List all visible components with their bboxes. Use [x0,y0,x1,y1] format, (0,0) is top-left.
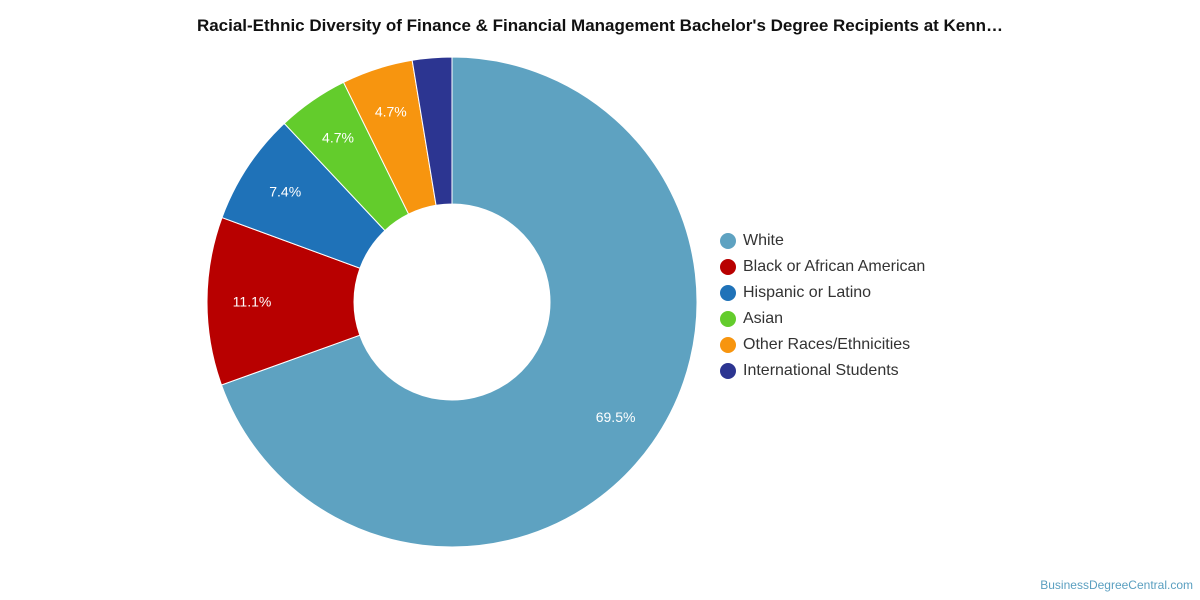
legend-swatch-hispanic-or-latino [720,285,736,301]
donut-slices [206,56,698,548]
legend-label-white: White [743,232,784,249]
legend-label-other-races-ethnicities: Other Races/Ethnicities [743,336,911,353]
legend-swatch-white [720,233,736,249]
legend-item-hispanic-or-latino[interactable]: Hispanic or Latino [720,280,925,306]
legend-swatch-international-students [720,363,736,379]
slice-label-white: 69.5% [596,409,636,425]
donut-slice-labels: 69.5% 11.1% 7.4% 4.7% 4.7% [233,104,636,425]
credit-link[interactable]: BusinessDegreeCentral.com [1040,578,1193,592]
legend-item-black-or-african-american[interactable]: Black or African American [720,254,925,280]
slice-black-or-african-american[interactable] [206,216,361,386]
legend-label-international-students: International Students [743,362,899,379]
legend-swatch-black-or-african-american [720,259,736,275]
legend-item-asian[interactable]: Asian [720,306,925,332]
legend-swatch-other-races-ethnicities [720,337,736,353]
slice-label-black-or-african-american: 11.1% [233,293,272,309]
slice-label-hispanic-or-latino: 7.4% [269,184,301,200]
legend-label-black-or-african-american: Black or African American [743,258,926,275]
legend-label-asian: Asian [743,310,784,327]
slice-white[interactable] [220,56,698,548]
chart-legend: White Black or African American Hispanic o… [720,228,925,384]
slice-label-asian: 4.7% [322,130,354,146]
legend-item-other-races-ethnicities[interactable]: Other Races/Ethnicities [720,332,925,358]
chart-title: Racial-Ethnic Diversity of Finance & Fin… [196,16,1004,35]
slice-international-students[interactable] [411,56,453,206]
donut-chart: 69.5% 11.1% 7.4% 4.7% 4.7% [206,56,698,548]
legend-item-international-students[interactable]: International Students [720,358,925,384]
legend-swatch-asian [720,311,736,327]
legend-item-white[interactable]: White [720,228,925,254]
legend-label-hispanic-or-latino: Hispanic or Latino [743,284,872,301]
slice-label-other-races-ethnicities: 4.7% [375,104,407,120]
